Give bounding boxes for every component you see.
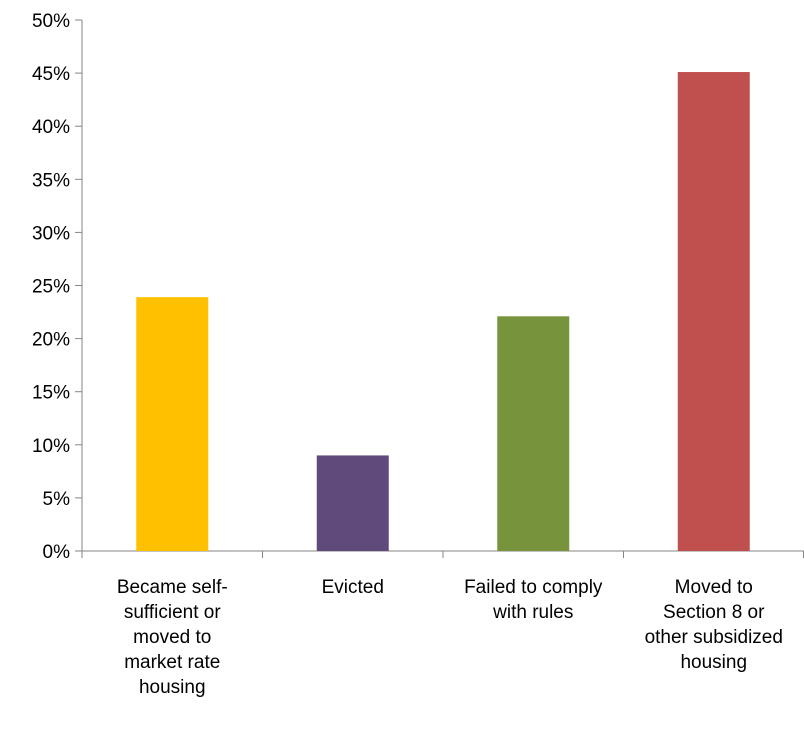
y-tick-label: 30% (32, 223, 70, 244)
y-tick-label: 0% (43, 542, 71, 563)
x-tick-label: Failed to comply (464, 577, 603, 598)
bars (136, 72, 750, 552)
x-tick-label: Evicted (322, 577, 384, 598)
y-tick-label: 25% (32, 277, 70, 298)
y-tick-label: 20% (32, 330, 70, 351)
x-tick-label: Became self- (117, 577, 228, 598)
y-tick-label: 45% (32, 64, 70, 85)
y-tick-label: 50% (32, 11, 70, 32)
x-axis (81, 550, 804, 558)
x-tick-label: sufficient or (124, 602, 221, 623)
x-tick-label: market rate (124, 652, 220, 673)
x-tick-label: housing (139, 677, 206, 698)
bar (677, 72, 750, 552)
bar (136, 297, 209, 551)
x-tick-label: moved to (133, 627, 211, 648)
y-tick-label: 15% (32, 383, 70, 404)
x-tick-label: with rules (492, 602, 573, 623)
y-axis: 0% 5% 10% 15% 20% 25% 30% 35% 40% 45% 50% (32, 11, 83, 563)
x-tick-label: Section 8 or (663, 602, 765, 623)
y-tick-label: 35% (32, 170, 70, 191)
bar (497, 316, 570, 551)
x-tick-label: housing (680, 652, 747, 673)
x-tick-label: other subsidized (645, 627, 783, 648)
bar (316, 455, 389, 551)
y-tick-label: 10% (32, 436, 70, 457)
x-tick-label: Moved to (675, 577, 753, 598)
x-tick-labels: Became self-sufficient or moved to market … (117, 577, 783, 698)
y-tick-label: 5% (43, 489, 71, 510)
y-tick-label: 40% (32, 117, 70, 138)
